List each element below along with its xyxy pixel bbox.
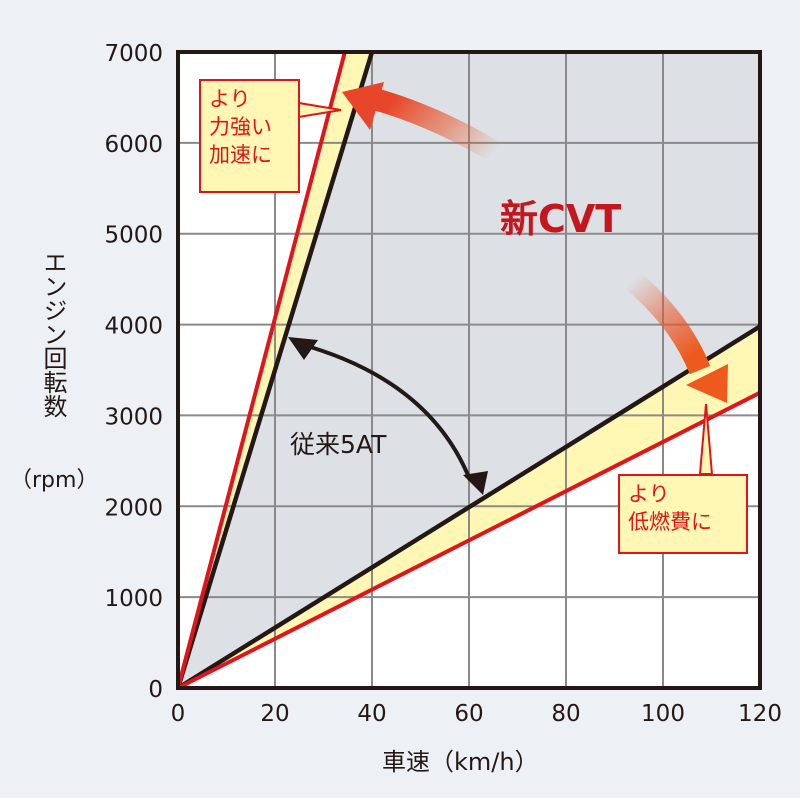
y-tick-label: 0 <box>148 677 163 703</box>
cvt-arrow-bottom-shaft <box>624 271 711 375</box>
callout-fuel-economy-line2: 低燃費に <box>628 510 712 534</box>
x-tick-label: 0 <box>171 701 186 727</box>
x-tick-label: 60 <box>454 701 483 727</box>
callout-fuel-economy: より 低燃費に <box>618 474 748 554</box>
x-tick-label: 120 <box>738 701 782 727</box>
callout-acceleration-line2: 力強い <box>209 115 272 139</box>
x-tick-label: 100 <box>641 701 685 727</box>
y-tick-label: 6000 <box>104 132 163 158</box>
at-span-arrow-curve <box>299 342 472 481</box>
series-line <box>176 324 762 690</box>
x-axis-title: 車速（km/h） <box>382 748 539 776</box>
y-tick-label: 3000 <box>104 404 163 430</box>
series-line <box>177 390 761 690</box>
cvt-arrow-top-shaft <box>374 89 511 168</box>
arrow-down-right-icon <box>686 364 728 403</box>
callout-acceleration: より 力強い 加速に <box>199 79 300 193</box>
y-tick-label: 1000 <box>104 586 163 612</box>
y-tick-label: 2000 <box>104 495 163 521</box>
plot-frame <box>176 50 762 690</box>
y-tick-label: 7000 <box>104 41 163 67</box>
callout-fuel-economy-line1: より <box>628 482 670 506</box>
x-tick-label: 20 <box>260 701 289 727</box>
arrow-up-left-icon <box>342 82 384 130</box>
x-tick-label: 80 <box>551 701 580 727</box>
y-tick-label: 4000 <box>104 314 163 340</box>
x-tick-label: 40 <box>357 701 386 727</box>
cvt-annotation: 新CVT <box>500 197 622 241</box>
arrowhead-up-icon <box>288 337 318 360</box>
series-line <box>176 51 347 689</box>
y-axis-title: エンジン回転数 <box>39 250 67 418</box>
arrowhead-down-icon <box>463 471 488 495</box>
callout-acceleration-line1: より <box>209 87 251 111</box>
at-annotation: 従来5AT <box>290 430 387 459</box>
series-line <box>175 51 375 689</box>
plot-area: 0 20 40 60 80 100 120 0 1000 2000 3000 4000 5000 6000… <box>104 41 782 727</box>
y-tick-label: 5000 <box>104 223 163 249</box>
callout-acceleration-line3: 加速に <box>209 143 272 167</box>
y-axis-unit: （rpm） <box>10 468 99 493</box>
